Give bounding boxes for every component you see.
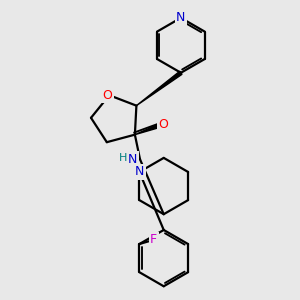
Text: O: O: [158, 118, 168, 130]
Text: H: H: [119, 153, 127, 163]
Text: F: F: [150, 233, 157, 246]
Text: N: N: [135, 166, 144, 178]
Text: N: N: [176, 11, 186, 24]
Text: O: O: [103, 89, 112, 102]
Polygon shape: [135, 124, 160, 135]
Polygon shape: [136, 71, 182, 106]
Text: N: N: [128, 153, 137, 166]
